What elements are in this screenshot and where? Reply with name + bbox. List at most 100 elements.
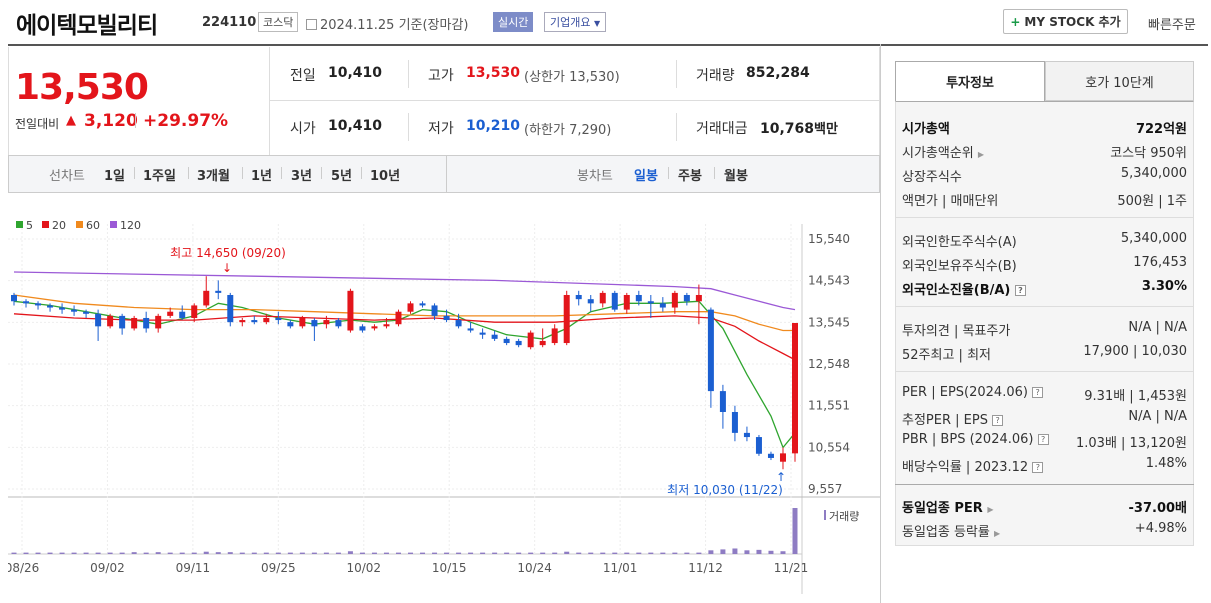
help-icon[interactable]: ? (1014, 285, 1026, 296)
prev-compare-label: 전일대비 (15, 117, 60, 131)
candle-body (71, 309, 78, 312)
divider (408, 113, 409, 141)
legend-swatch (110, 221, 117, 228)
quick-order-link[interactable]: 빠른주문 (1148, 18, 1196, 33)
panel-divider (880, 44, 881, 603)
candle-monthly[interactable]: 월봉 (724, 169, 748, 184)
dividend-value: 1.48% (1145, 456, 1187, 471)
x-tick-label: 11/12 (688, 561, 723, 575)
volume-bar (732, 548, 738, 554)
volume-bar (708, 550, 714, 554)
volume-bar (191, 552, 197, 554)
tab-invest-info[interactable]: 투자정보 (895, 61, 1045, 101)
candle-body (239, 320, 246, 323)
period-10y[interactable]: 10년 (370, 169, 401, 184)
divider (269, 100, 880, 101)
pbr-value: 1.03배 | 13,120원 (1076, 436, 1187, 451)
period-1w[interactable]: 1주일 (143, 169, 176, 184)
sector-change-text: 동일업종 등락률 (902, 525, 990, 540)
candle-body (479, 332, 486, 335)
period-3y[interactable]: 3년 (291, 169, 313, 184)
candle-body (11, 294, 17, 302)
candle-body (419, 303, 426, 306)
overview-label: 기업개요 (550, 16, 591, 29)
volume-label: 거래량 (696, 68, 735, 84)
sector-per-label[interactable]: 동일업종 PER ▶ (902, 497, 993, 516)
candle-body (443, 315, 450, 321)
high-label: 고가 (428, 68, 454, 84)
volume-bar (299, 552, 305, 554)
help-icon[interactable]: ? (1037, 434, 1049, 445)
candle-body (119, 315, 126, 329)
volume-bar (347, 551, 353, 554)
x-tick-label: 09/02 (90, 561, 125, 575)
sector-change-label[interactable]: 동일업종 등락률 ▶ (902, 521, 1000, 540)
candle-chart-label: 봉차트 (577, 169, 613, 184)
volume-bar (612, 552, 618, 554)
volume-bar (660, 552, 666, 554)
rank-label-text: 시가총액순위 (902, 146, 974, 161)
legend-swatch (16, 221, 23, 228)
opinion-label: 투자의견 | 목표주가 (902, 324, 1011, 339)
caret-right-icon: ▶ (994, 529, 1001, 538)
volume-bar (720, 549, 726, 554)
period-1d[interactable]: 1일 (104, 169, 126, 184)
period-1y[interactable]: 1년 (251, 169, 273, 184)
pbr-label: PBR | BPS (2024.06) ? (902, 432, 1049, 447)
market-cap-rank-value: 코스닥 950위 (1110, 146, 1187, 161)
market-cap-rank-label[interactable]: 시가총액순위 ▶ (902, 142, 984, 161)
opinion-value: N/A | N/A (1128, 320, 1187, 335)
candle-body (455, 320, 462, 327)
company-overview-dropdown[interactable]: 기업개요 ▼ (544, 12, 607, 32)
up-arrow-icon: ▲ (66, 113, 76, 128)
candle-body (707, 309, 714, 392)
help-icon[interactable]: ? (992, 415, 1004, 426)
foreign-rate-value: 3.30% (1141, 279, 1187, 294)
volume-bar (480, 552, 486, 554)
divider (188, 167, 189, 179)
x-tick-label: 10/24 (517, 561, 552, 575)
candle-daily[interactable]: 일봉 (634, 169, 658, 184)
volume-bar (768, 550, 774, 554)
candle-body (203, 290, 210, 306)
y-tick-label: 14,543 (808, 274, 850, 288)
market-badge: 코스닥 (258, 12, 299, 32)
period-5y[interactable]: 5년 (331, 169, 353, 184)
volume-bar (11, 552, 17, 554)
candle-weekly[interactable]: 주봉 (678, 169, 702, 184)
add-mystock-button[interactable]: + MY STOCK 추가 (1003, 9, 1128, 34)
volume-bar (275, 552, 281, 554)
realtime-button[interactable]: 실시간 (493, 12, 534, 32)
volume-bar (239, 552, 245, 554)
per-label-text: PER | EPS(2024.06) (902, 385, 1028, 400)
max-annotation: 최고 14,650 (09/20) (170, 246, 286, 260)
header-divider (8, 44, 1208, 46)
candle-body (35, 303, 42, 306)
candle-body (792, 322, 798, 454)
divider (895, 484, 1194, 485)
volume-bar (576, 552, 582, 554)
divider (321, 167, 322, 179)
stock-chart[interactable]: 08/26 09/02 09/11 09/25 10/02 10/15 10/24 11/01… (8, 194, 880, 594)
divider (668, 167, 669, 179)
foreign-rate-text: 외국인소진율(B/A) (902, 283, 1011, 298)
help-icon[interactable]: ? (1032, 462, 1044, 473)
x-tick-label: 10/02 (346, 561, 381, 575)
volume-bar (420, 552, 426, 554)
candle-body (215, 290, 222, 293)
candle-body (107, 315, 114, 327)
volume-bar (432, 552, 438, 554)
candle-body (503, 338, 510, 344)
volume-bar (155, 552, 161, 554)
volume-bar (444, 552, 450, 554)
tab-order-book[interactable]: 호가 10단계 (1045, 61, 1194, 101)
help-icon[interactable]: ? (1032, 387, 1044, 398)
candle-body (731, 411, 738, 433)
candle-body (59, 307, 66, 310)
period-3m[interactable]: 3개월 (197, 169, 230, 184)
candle-body (767, 453, 774, 458)
volume-bar (35, 552, 41, 554)
volume-bar (335, 552, 341, 554)
divider (281, 167, 282, 179)
y-tick-label: 9,557 (808, 482, 842, 496)
